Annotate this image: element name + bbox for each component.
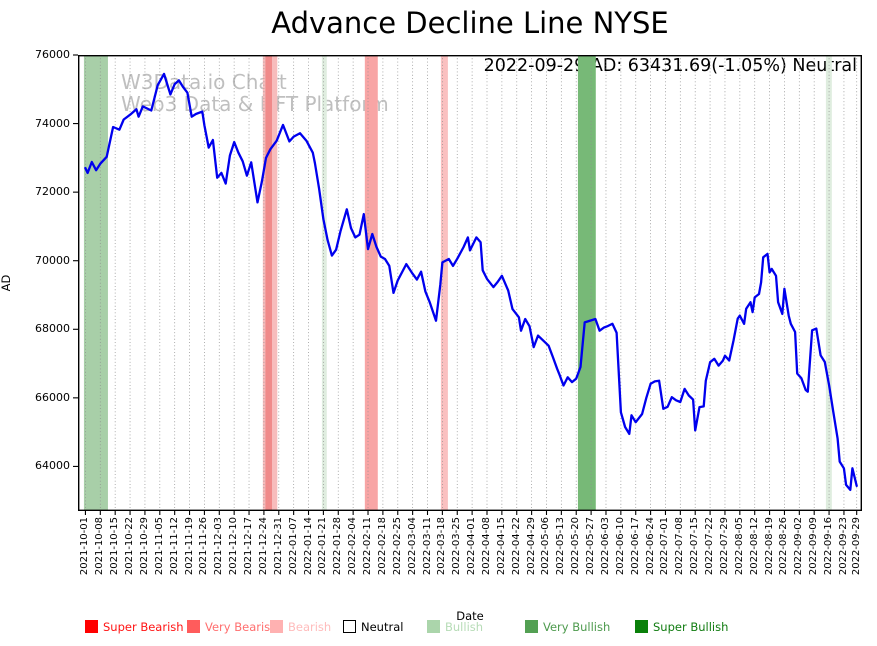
x-tick-label: 2022-08-05 <box>733 517 745 576</box>
x-tick-label: 2021-10-22 <box>124 517 136 576</box>
x-tick-label: 2022-08-12 <box>748 517 760 576</box>
signal-band-very-bullish <box>577 55 596 511</box>
x-tick-label: 2021-11-05 <box>153 517 165 576</box>
legend-swatch <box>187 620 200 633</box>
plot-area <box>73 54 862 515</box>
legend-label: Neutral <box>361 620 404 634</box>
x-tick-label: 2022-09-16 <box>823 517 835 576</box>
x-axis-label: Date <box>456 609 484 623</box>
y-tick-label: 66000 <box>35 390 70 404</box>
legend-swatch <box>635 620 648 633</box>
x-tick-label: 2021-11-26 <box>198 517 210 576</box>
x-tick-label: 2022-06-03 <box>599 517 611 576</box>
x-tick-label: 2022-01-07 <box>287 517 299 576</box>
x-tick-label: 2021-10-15 <box>109 517 121 576</box>
x-tick-label: 2022-03-04 <box>406 517 418 576</box>
x-tick-label: 2021-11-19 <box>183 517 195 576</box>
x-tick-label: 2022-04-01 <box>466 517 478 576</box>
x-tick-label: 2022-01-28 <box>332 517 344 576</box>
signal-band-very-bearish <box>364 55 378 511</box>
x-tick-label: 2022-05-27 <box>585 517 597 576</box>
x-tick-label: 2021-10-01 <box>79 517 91 576</box>
x-tick-label: 2022-09-09 <box>808 517 820 576</box>
legend-swatch <box>343 620 356 633</box>
x-tick-label: 2022-07-22 <box>704 517 716 576</box>
legend-swatch <box>270 620 283 633</box>
x-tick-label: 2022-03-11 <box>421 517 433 576</box>
legend-item-very-bullish: Very Bullish <box>525 620 610 636</box>
x-tick-label: 2022-09-29 <box>850 517 862 576</box>
x-tick-label: 2021-11-12 <box>168 517 180 576</box>
x-tick-label: 2022-03-25 <box>451 517 463 576</box>
x-tick-label: 2022-01-14 <box>302 517 314 576</box>
x-tick-label: 2022-01-21 <box>317 517 329 576</box>
legend-swatch <box>427 620 440 633</box>
ad-line-series <box>84 72 858 492</box>
x-tick-label: 2022-04-29 <box>525 517 537 576</box>
legend-item-bearish: Bearish <box>270 620 331 636</box>
x-tick-label: 2022-06-10 <box>614 517 626 576</box>
x-tick-label: 2022-07-08 <box>674 517 686 576</box>
legend-item-super-bearish: Super Bearish <box>85 620 184 636</box>
x-tick-label: 2021-12-03 <box>213 517 225 576</box>
x-tick-label: 2022-09-02 <box>793 517 805 576</box>
legend-item-super-bullish: Super Bullish <box>635 620 728 636</box>
legend-item-neutral: Neutral <box>343 620 403 636</box>
legend-label: Very Bearish <box>205 620 278 634</box>
x-tick-label: 2021-12-31 <box>272 517 284 576</box>
x-tick-label: 2022-07-29 <box>718 517 730 576</box>
y-tick-label: 76000 <box>35 48 70 61</box>
legend-label: Bullish <box>445 620 484 634</box>
x-tick-label: 2022-04-08 <box>480 517 492 576</box>
y-tick-label: 74000 <box>35 116 70 130</box>
x-tick-label: 2022-09-23 <box>837 517 849 576</box>
latest-value-annotation: 2022-09-29 AD: 63431.69(-1.05%) Neutral <box>483 56 857 76</box>
legend-label: Super Bullish <box>653 620 729 634</box>
y-tick-label: 64000 <box>35 459 70 473</box>
x-tick-label: 2021-10-29 <box>138 517 150 576</box>
x-tick-label: 2022-06-17 <box>629 517 641 576</box>
x-tick-label: 2022-07-15 <box>689 517 701 576</box>
x-tick-label: 2022-02-04 <box>347 517 359 576</box>
signal-band-bearish <box>440 55 448 511</box>
chart-title: Advance Decline Line NYSE <box>271 6 669 40</box>
legend-label: Very Bullish <box>543 620 611 634</box>
legend-label: Bearish <box>288 620 332 634</box>
legend-swatch <box>525 620 538 633</box>
x-tick-label: 2022-05-13 <box>555 517 567 576</box>
x-tick-label: 2021-12-10 <box>228 517 240 576</box>
x-tick-label: 2022-08-26 <box>778 517 790 576</box>
x-tick-label: 2022-02-11 <box>362 517 374 576</box>
x-tick-label: 2022-08-19 <box>763 517 775 576</box>
x-tick-label: 2022-05-20 <box>570 517 582 576</box>
x-tick-label: 2021-12-24 <box>257 517 269 576</box>
y-tick-label: 72000 <box>35 185 70 199</box>
legend-swatch <box>85 620 98 633</box>
signal-band-very-bearish <box>265 55 272 511</box>
x-tick-label: 2022-05-06 <box>540 517 552 576</box>
x-tick-label: 2022-06-24 <box>644 517 656 576</box>
y-tick-label: 70000 <box>35 253 70 267</box>
legend-label: Super Bearish <box>103 620 184 634</box>
x-tick-label: 2021-12-17 <box>243 517 255 576</box>
signal-band-bullish <box>83 55 108 511</box>
x-tick-label: 2022-04-15 <box>495 517 507 576</box>
x-tick-label: 2022-02-18 <box>376 517 388 576</box>
x-tick-label: 2022-07-01 <box>659 517 671 576</box>
x-tick-label: 2022-02-25 <box>391 517 403 576</box>
x-tick-label: 2022-03-18 <box>436 517 448 576</box>
plot-svg <box>73 54 862 515</box>
x-tick-label: 2022-04-22 <box>510 517 522 576</box>
signal-band-bullish <box>321 55 327 511</box>
y-tick-label: 68000 <box>35 322 70 336</box>
legend-item-very-bearish: Very Bearish <box>187 620 277 636</box>
x-tick-label: 2021-10-08 <box>94 517 106 576</box>
axes-frame <box>77 54 862 512</box>
legend-item-bullish: Bullish <box>427 620 483 636</box>
